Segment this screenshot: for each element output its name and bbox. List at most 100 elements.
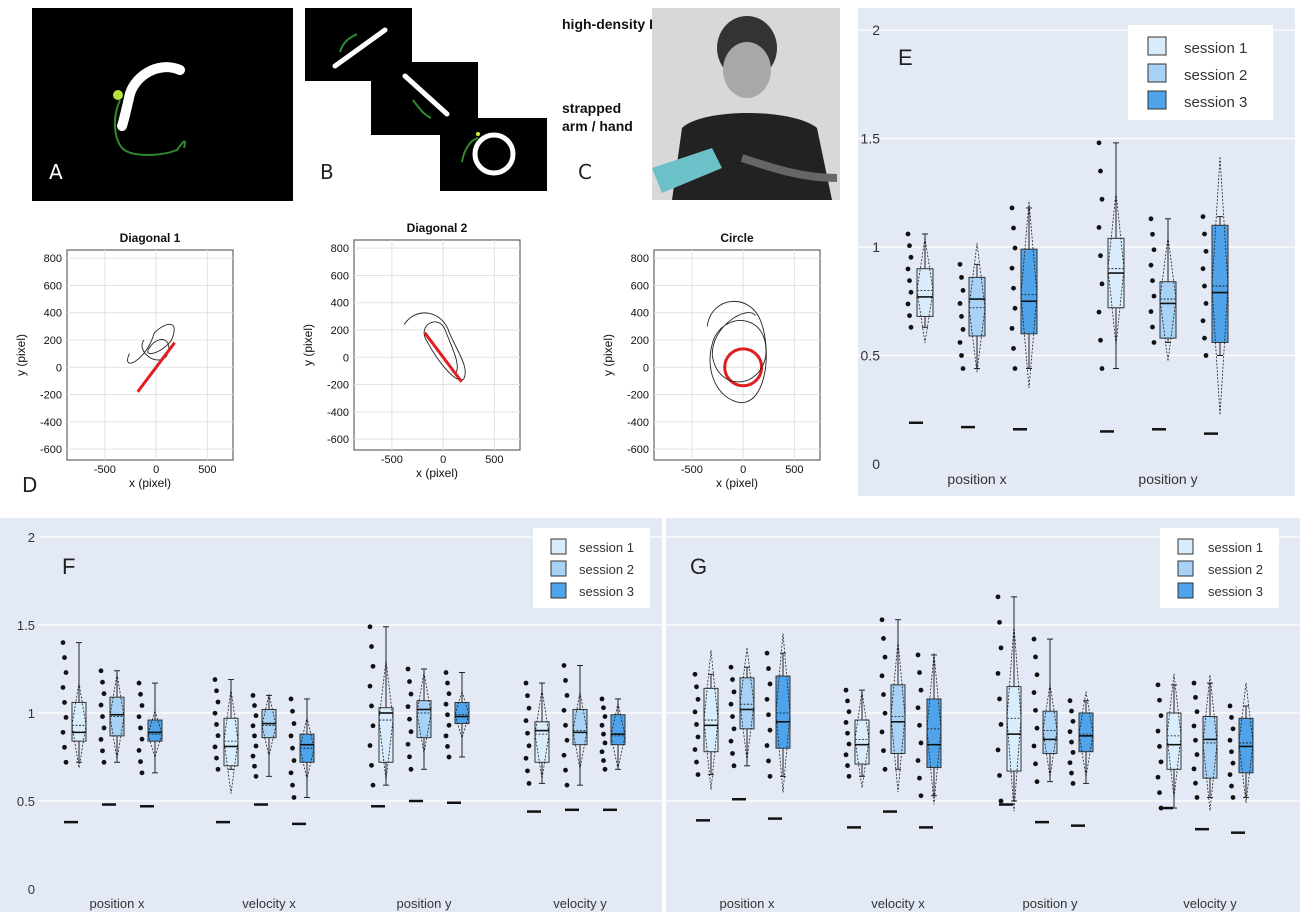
data-point [443, 701, 449, 707]
data-point [882, 710, 888, 716]
y-tick-label: -600 [327, 434, 349, 446]
data-point [101, 725, 107, 731]
y-tick-label: 0 [643, 362, 649, 374]
data-point [767, 773, 773, 779]
data-point [730, 714, 735, 719]
data-point [446, 722, 452, 728]
y-tick-label: -400 [40, 417, 62, 429]
x-tick-label: 0 [440, 454, 446, 466]
data-point [288, 770, 294, 776]
data-point [290, 708, 295, 714]
data-point [997, 696, 1002, 702]
y-axis-label: y (pixel) [14, 334, 28, 376]
data-point [1069, 739, 1074, 745]
legend-swatch [1147, 63, 1167, 83]
panel-label: G [690, 554, 707, 579]
data-point [212, 744, 218, 750]
legend-swatch [1177, 582, 1194, 599]
data-point [252, 763, 257, 769]
x-tick-label: -500 [94, 464, 116, 476]
data-point [138, 759, 143, 765]
data-point [602, 714, 608, 719]
legend-label: session 2 [1184, 67, 1247, 84]
trajectory-title: Circle [720, 231, 754, 245]
y-tick-label: 400 [331, 298, 349, 310]
y-tick-label: 1.5 [861, 131, 881, 147]
legend-label: session 3 [1184, 94, 1247, 111]
data-point [846, 773, 852, 779]
box-g-3-0 [1155, 673, 1182, 811]
x-tick-label: 500 [198, 464, 216, 476]
data-point [730, 751, 735, 756]
data-point [846, 709, 852, 715]
legend-swatch [550, 560, 567, 577]
box-f-1-1 [250, 693, 277, 806]
data-point [1033, 707, 1038, 713]
box-body [454, 701, 470, 725]
data-point [728, 664, 734, 670]
data-point [60, 640, 66, 645]
data-point [692, 709, 698, 715]
mean-diamond [854, 690, 870, 788]
data-point [918, 687, 924, 693]
data-point [1194, 795, 1200, 800]
data-point [882, 766, 888, 772]
data-point [1096, 140, 1102, 146]
data-point [367, 624, 373, 630]
strap-label-2: arm / hand [562, 118, 633, 134]
data-point [138, 691, 143, 697]
data-point [288, 733, 294, 739]
legend-swatch [1147, 36, 1167, 56]
box-f-0-1 [98, 668, 125, 806]
y-tick-label: 0 [28, 882, 35, 897]
mean-diamond [703, 650, 719, 790]
data-point [370, 723, 376, 729]
panel-b-frame-1 [305, 8, 412, 81]
data-point [1229, 783, 1234, 789]
data-point [995, 671, 1001, 676]
mean-diamond [454, 690, 470, 740]
y-tick-label: 200 [331, 325, 349, 337]
data-point [252, 703, 257, 708]
data-point [905, 301, 911, 307]
y-tick-label: 0 [56, 362, 62, 374]
data-point [63, 715, 69, 720]
box-g-1-1 [879, 617, 906, 813]
data-point [564, 782, 570, 788]
trajectory-title: Diagonal 2 [407, 222, 468, 235]
data-point [1012, 245, 1018, 251]
box-body [926, 698, 942, 769]
category-label: velocity y [1183, 896, 1237, 911]
data-point [731, 689, 737, 695]
data-point [407, 754, 412, 760]
mean-diamond [378, 659, 394, 781]
data-point [291, 758, 297, 763]
data-point [845, 730, 850, 736]
box-body [1042, 710, 1058, 754]
panel-label-a: A [49, 160, 63, 184]
data-point [602, 766, 608, 772]
data-point [1012, 305, 1018, 311]
data-point [1155, 682, 1161, 688]
data-point [408, 691, 414, 697]
data-point [908, 324, 914, 330]
data-point [100, 679, 105, 685]
data-point [250, 693, 256, 698]
box-body [416, 700, 432, 739]
trajectory-trace [706, 300, 767, 404]
data-point [100, 714, 105, 719]
data-point [370, 663, 376, 669]
data-point [405, 741, 411, 747]
data-point [139, 770, 145, 776]
data-point [1067, 698, 1073, 704]
box-e-0-2 [1009, 201, 1038, 431]
trajectory-axes [653, 249, 821, 461]
box-e-1-1 [1148, 216, 1177, 431]
data-point [731, 726, 737, 732]
data-point [881, 692, 886, 697]
target-line [136, 341, 176, 393]
participant-photo [652, 8, 840, 200]
data-point [1034, 779, 1040, 785]
y-tick-label: 2 [872, 22, 880, 38]
data-point [1070, 749, 1076, 755]
